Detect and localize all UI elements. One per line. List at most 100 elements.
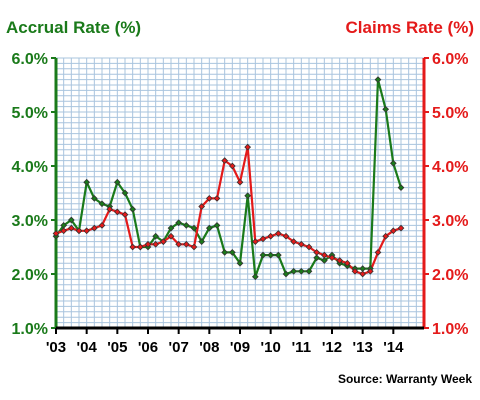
accrual-point	[382, 105, 390, 113]
claims-point	[129, 243, 137, 251]
x-tick-label: '07	[169, 339, 189, 356]
accrual-point	[259, 251, 267, 259]
accrual-point	[83, 178, 91, 186]
claims-point	[67, 224, 75, 232]
left-axis-title: Accrual Rate (%)	[6, 18, 141, 37]
x-tick-label: '05	[107, 339, 127, 356]
right-tick-label: 3.0%	[432, 213, 468, 230]
accrual-point	[305, 267, 313, 275]
right-tick-label: 5.0%	[432, 105, 468, 122]
series-lines	[55, 78, 403, 278]
accrual-point	[221, 249, 229, 256]
claims-point	[175, 240, 183, 248]
claims-point	[336, 257, 344, 264]
claims-point	[382, 232, 390, 240]
claims-point	[182, 240, 190, 248]
claims-point	[121, 211, 129, 218]
accrual-point	[67, 216, 75, 224]
claims-point	[198, 203, 206, 210]
accrual-point	[129, 205, 137, 213]
claims-point	[267, 232, 275, 240]
accrual-point	[389, 159, 397, 167]
left-tick-label: 6.0%	[12, 51, 48, 68]
claims-point	[152, 240, 160, 248]
claims-point	[282, 232, 290, 240]
accrual-point	[190, 224, 198, 232]
accrual-point	[374, 76, 382, 83]
claims-point	[343, 259, 351, 267]
accrual-point	[267, 251, 275, 259]
claims-point	[244, 143, 252, 151]
grid	[55, 57, 425, 329]
accrual-point	[297, 267, 305, 275]
x-tick-label: '04	[77, 339, 98, 356]
accrual-point	[175, 219, 183, 227]
accrual-point	[397, 184, 405, 191]
axes	[51, 57, 429, 334]
claims-point	[167, 232, 175, 240]
accrual-point	[244, 192, 252, 200]
left-tick-label: 2.0%	[12, 267, 48, 284]
accrual-line	[55, 78, 403, 278]
accrual-point	[152, 232, 160, 240]
claims-point	[366, 267, 374, 275]
accrual-point	[113, 178, 121, 186]
claims-point	[159, 238, 167, 245]
claims-point	[274, 230, 282, 237]
claims-point	[305, 243, 313, 251]
right-tick-label: 2.0%	[432, 267, 468, 284]
accrual-point	[98, 200, 106, 208]
claims-point	[205, 195, 213, 202]
claims-point	[297, 240, 305, 248]
x-tick-label: '14	[383, 339, 404, 356]
claims-point	[90, 224, 98, 232]
claims-point	[136, 243, 144, 251]
claims-point	[75, 227, 83, 235]
left-tick-label: 5.0%	[12, 105, 48, 122]
claims-point	[106, 205, 114, 213]
claims-point	[236, 178, 244, 186]
accrual-point	[167, 224, 175, 232]
claims-point	[320, 251, 328, 259]
claims-point	[374, 249, 382, 256]
right-tick-label: 4.0%	[432, 159, 468, 176]
claims-point	[144, 240, 152, 248]
x-tick-label: '03	[46, 339, 66, 356]
claims-point	[213, 195, 221, 202]
claims-point	[83, 227, 91, 235]
claims-point	[290, 238, 298, 245]
x-tick-label: '06	[138, 339, 158, 356]
right-tick-label: 6.0%	[432, 51, 468, 68]
right-axis-title: Claims Rate (%)	[346, 18, 474, 37]
accrual-point	[251, 273, 259, 281]
x-tick-label: '12	[322, 339, 342, 356]
claims-point	[98, 222, 106, 229]
claims-point	[351, 267, 359, 275]
claims-point	[228, 162, 236, 170]
accrual-point	[290, 267, 298, 275]
tick-labels: 1.0% 1.0% 2.0% 2.0% 3.0% 3.0% 4.0% 4.0% 5.0% 5.0%…	[12, 51, 469, 356]
claims-point	[259, 235, 267, 243]
claims-point	[389, 227, 397, 235]
claims-point	[52, 230, 60, 237]
accrual-point	[228, 249, 236, 256]
claims-point	[113, 208, 121, 216]
accrual-point	[182, 222, 190, 229]
claims-point	[251, 238, 259, 245]
x-tick-label: '09	[230, 339, 250, 356]
claims-point	[221, 157, 229, 164]
accrual-point	[313, 254, 321, 262]
claims-point	[313, 249, 321, 256]
claims-point	[359, 270, 367, 278]
left-tick-label: 4.0%	[12, 159, 48, 176]
claims-point	[190, 243, 198, 251]
left-tick-label: 1.0%	[12, 321, 48, 338]
accrual-point	[205, 224, 213, 232]
left-tick-label: 3.0%	[12, 213, 48, 230]
accrual-point	[121, 189, 129, 197]
accrual-point	[282, 270, 290, 278]
claims-point	[60, 227, 68, 235]
accrual-point	[213, 222, 221, 229]
accrual-point	[236, 259, 244, 267]
